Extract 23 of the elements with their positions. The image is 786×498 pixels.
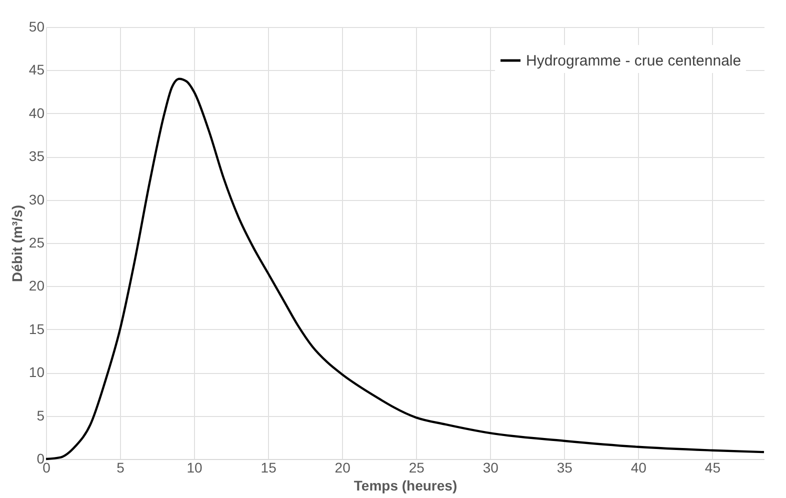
y-tick-label: 30 bbox=[28, 191, 45, 208]
x-tick-label: 25 bbox=[408, 460, 425, 476]
x-tick-label: 5 bbox=[116, 460, 125, 476]
y-tick-label: 15 bbox=[28, 320, 45, 337]
x-tick-label: 45 bbox=[704, 460, 721, 476]
y-tick-label: 25 bbox=[28, 234, 45, 250]
y-tick-label: 5 bbox=[36, 407, 45, 424]
x-tick-label: 15 bbox=[260, 460, 277, 476]
y-tick-label: 35 bbox=[28, 148, 45, 164]
x-axis-title: Temps (heures) bbox=[354, 478, 458, 494]
line-series bbox=[44, 78, 766, 460]
x-tick-label: 30 bbox=[482, 460, 499, 476]
y-tick-label: 10 bbox=[28, 364, 45, 380]
x-tick-label: 40 bbox=[630, 460, 647, 476]
y-tick-label: 20 bbox=[28, 278, 45, 294]
y-tick-label: 45 bbox=[28, 62, 45, 78]
legend-label: Hydrogramme - crue centennale bbox=[526, 52, 742, 70]
x-tick-label: 35 bbox=[556, 460, 573, 476]
x-tick-label: 10 bbox=[186, 460, 203, 476]
y-axis-title: Débit (m³/s) bbox=[8, 205, 25, 282]
y-tick-label: 50 bbox=[28, 18, 45, 34]
x-tick-label: 20 bbox=[334, 460, 351, 476]
y-tick-label: 40 bbox=[28, 104, 45, 121]
